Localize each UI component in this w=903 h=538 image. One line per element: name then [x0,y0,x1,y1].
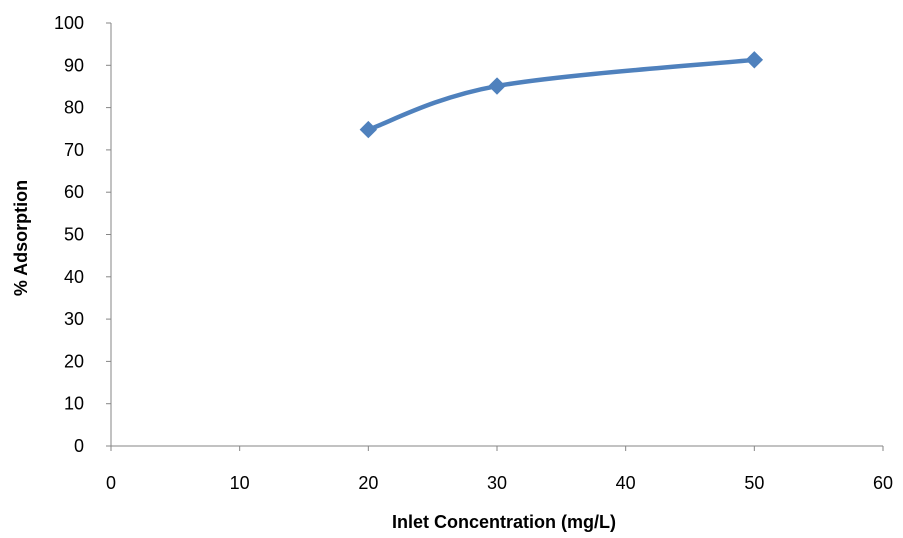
data-point-marker [359,120,378,139]
series-layer [359,51,764,139]
y-tick-label: 20 [64,351,84,371]
x-tick-label: 20 [358,473,378,493]
y-tick-label: 0 [74,436,84,456]
y-tick-label: 90 [64,55,84,75]
x-tick-label: 10 [230,473,250,493]
x-tick-label: 0 [106,473,116,493]
y-tick-label: 40 [64,267,84,287]
y-tick-label: 100 [54,13,84,33]
x-tick-label: 40 [616,473,636,493]
y-axis-title: % Adsorption [11,180,31,296]
x-tick-labels: 0 10 20 30 40 50 60 [106,473,893,493]
y-tick-label: 60 [64,182,84,202]
x-tick-label: 30 [487,473,507,493]
y-tick-label: 50 [64,225,84,245]
y-tick-label: 70 [64,140,84,160]
y-tick-labels: 0 10 20 30 40 50 60 70 80 90 100 [54,13,84,456]
data-point-marker [745,51,764,69]
y-tick-label: 80 [64,98,84,118]
y-tick-label: 10 [64,394,84,414]
series-line [366,57,757,132]
axes [106,22,884,451]
x-tick-label: 60 [873,473,893,493]
x-tick-label: 50 [744,473,764,493]
y-tick-label: 30 [64,309,84,329]
data-point-marker [488,77,506,95]
x-axis-title: Inlet Concentration (mg/L) [392,512,616,532]
